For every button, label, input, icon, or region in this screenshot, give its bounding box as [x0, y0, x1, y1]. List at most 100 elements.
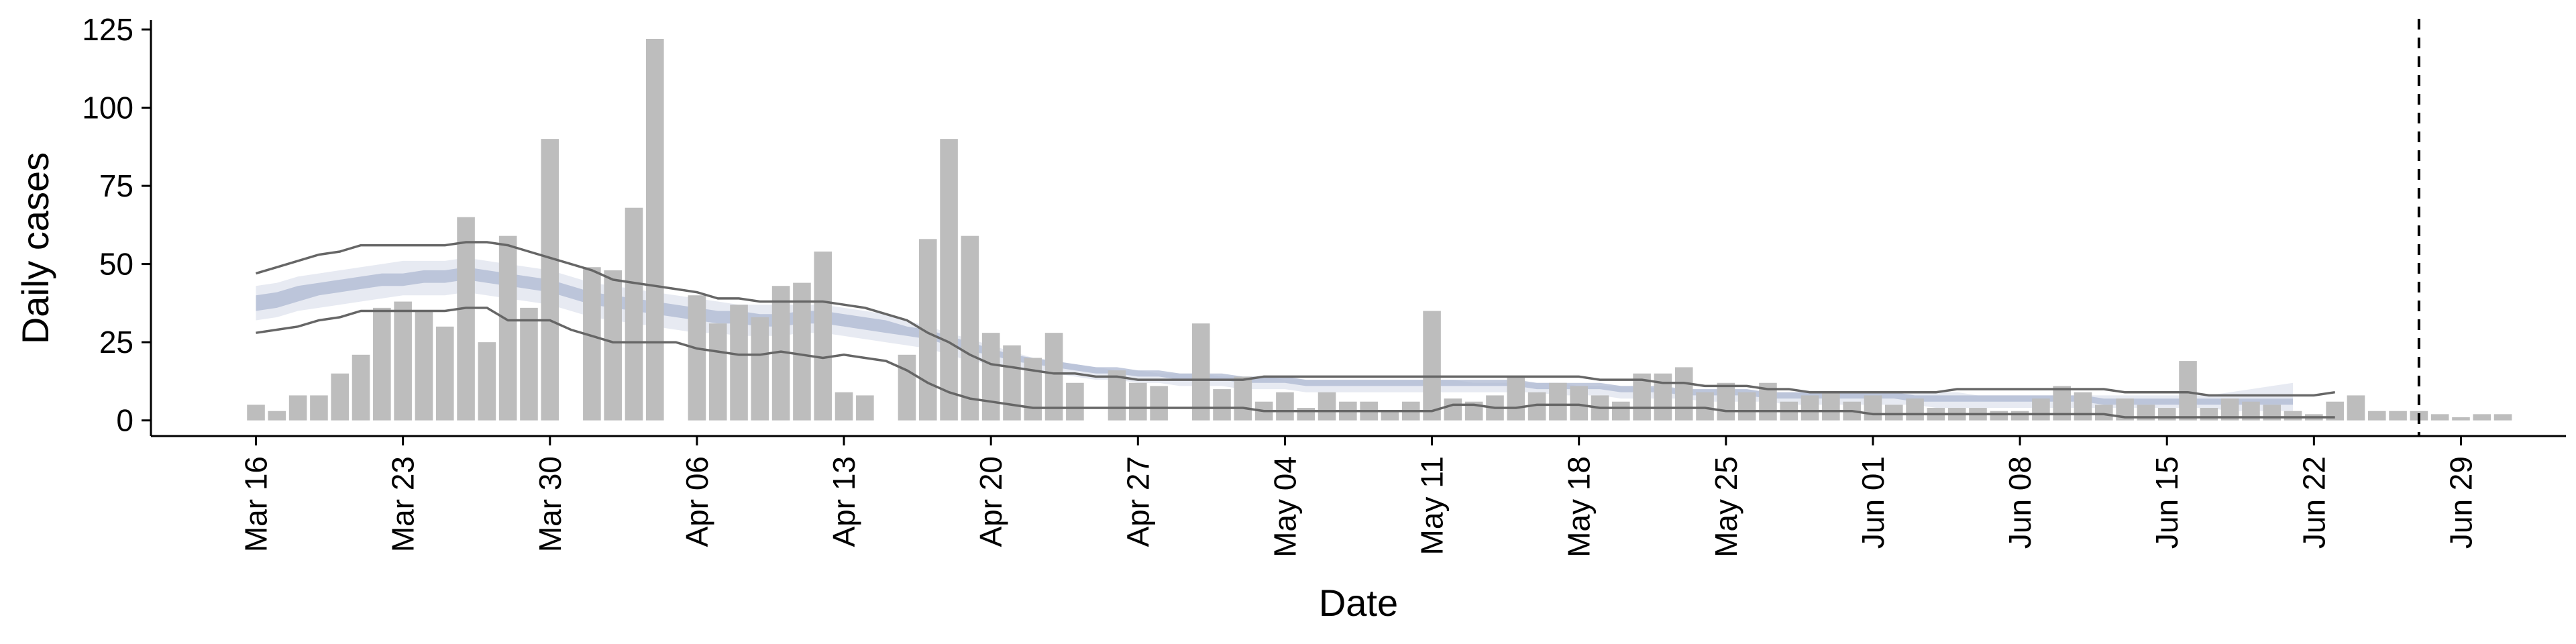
x-axis-title: Date — [1319, 582, 1398, 624]
bar — [1801, 395, 1819, 421]
bar — [1717, 382, 1735, 421]
bar — [1003, 345, 1021, 421]
bar — [1864, 395, 1882, 421]
bar — [2347, 395, 2365, 421]
y-ticks: 0 25 50 75 100 125 — [82, 12, 151, 438]
bar — [498, 235, 517, 421]
bar — [1549, 382, 1567, 421]
bar — [961, 235, 979, 421]
bar — [1507, 376, 1525, 421]
x-tick-label: Jun 22 — [2296, 456, 2331, 549]
y-tick-label: 100 — [82, 91, 133, 125]
bar — [2010, 411, 2029, 421]
bar — [310, 395, 328, 421]
bar — [1024, 358, 1042, 421]
bar — [541, 139, 559, 421]
bar — [1822, 392, 1840, 421]
bar — [583, 267, 601, 421]
bar — [288, 395, 307, 421]
x-tick-label: Mar 30 — [533, 456, 568, 552]
bar — [1654, 373, 1672, 421]
x-tick-label: Apr 06 — [680, 456, 714, 547]
x-tick-label: Jun 08 — [2002, 456, 2037, 549]
bar — [1150, 386, 1168, 421]
x-tick-label: Apr 20 — [973, 456, 1008, 547]
bar — [1318, 392, 1336, 421]
bar — [625, 207, 643, 421]
bar — [688, 295, 706, 421]
bar — [2095, 405, 2113, 421]
y-tick-label: 0 — [116, 403, 133, 438]
bar — [981, 333, 1000, 421]
bar — [2452, 417, 2470, 421]
lower-bound-line — [256, 307, 2335, 419]
bar — [2473, 414, 2491, 421]
bar — [1234, 376, 1252, 421]
x-tick-label: Jun 01 — [1856, 456, 1890, 549]
bar — [856, 395, 874, 421]
bar — [1696, 392, 1714, 421]
bar — [2200, 408, 2218, 421]
line-layer — [256, 19, 2420, 436]
bar — [478, 342, 496, 421]
bar — [1108, 370, 1126, 421]
bar — [835, 392, 853, 421]
bar — [2389, 411, 2407, 421]
x-tick-label: May 25 — [1709, 456, 1743, 557]
bar — [2430, 414, 2449, 421]
bar — [646, 38, 664, 421]
bar — [1570, 386, 1588, 421]
bar — [1044, 333, 1063, 421]
x-tick-label: Apr 27 — [1120, 456, 1155, 547]
x-tick-label: May 18 — [1562, 456, 1597, 557]
x-tick-label: Jun 15 — [2149, 456, 2184, 549]
bar — [1737, 392, 1756, 421]
bar — [1612, 401, 1630, 421]
bar — [751, 317, 769, 421]
bar — [1884, 405, 1903, 421]
axis-layer — [150, 20, 2566, 437]
bar — [898, 354, 916, 421]
bar — [457, 217, 475, 421]
bar — [1276, 392, 1294, 421]
bar — [1191, 323, 1210, 421]
bar — [373, 307, 391, 421]
bar — [730, 305, 748, 421]
x-tick-label: Apr 13 — [826, 456, 861, 547]
bar — [793, 282, 811, 421]
bar — [2157, 408, 2176, 421]
y-axis-title: Daily cases — [14, 152, 56, 344]
bar — [2074, 392, 2092, 421]
bar — [1066, 382, 1084, 421]
y-tick-label: 25 — [99, 325, 133, 360]
bar — [2284, 411, 2302, 421]
bar-layer — [247, 38, 2512, 421]
bar — [1129, 382, 1147, 421]
x-ticks: Mar 16 Mar 23 Mar 30 Apr 06 Apr 13 Apr 20 Apr … — [239, 436, 2478, 557]
bar — [1674, 367, 1693, 421]
x-tick-label: May 11 — [1415, 456, 1450, 555]
bar — [1990, 411, 2008, 421]
bar — [2179, 361, 2197, 421]
bar — [604, 270, 622, 421]
bar — [1297, 408, 1316, 421]
bar — [708, 323, 727, 421]
bar — [520, 307, 538, 421]
bar — [1906, 398, 1924, 421]
bar — [1423, 311, 1441, 421]
bar — [1213, 389, 1231, 421]
bar — [2032, 398, 2050, 421]
x-tick-label: Jun 29 — [2443, 456, 2478, 549]
bar — [247, 405, 265, 421]
bar — [394, 301, 412, 421]
upper-bound-line — [256, 241, 2335, 397]
x-tick-label: May 04 — [1267, 456, 1302, 557]
bar — [940, 139, 958, 421]
bar — [1381, 411, 1399, 421]
y-tick-label: 50 — [99, 247, 133, 282]
bar — [1444, 398, 1462, 421]
bar — [268, 411, 286, 421]
bar — [2367, 411, 2386, 421]
bar — [814, 251, 833, 421]
